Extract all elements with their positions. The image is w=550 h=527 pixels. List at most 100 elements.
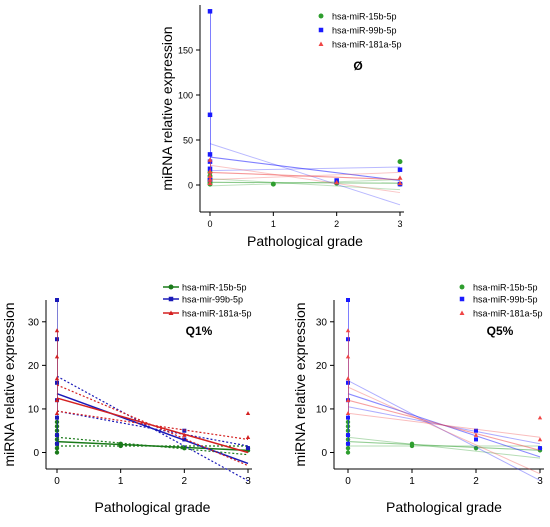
data-point <box>537 437 543 442</box>
panel-label: Ø <box>353 59 362 73</box>
legend-marker <box>318 41 324 46</box>
regression-line <box>347 399 541 451</box>
data-point <box>54 445 60 451</box>
data-point <box>118 443 123 449</box>
y-tick-label: 30 <box>28 317 40 328</box>
data-point <box>54 376 60 381</box>
data-point <box>207 166 213 172</box>
legend-marker <box>168 310 174 315</box>
data-point <box>345 376 351 381</box>
confidence-band-line <box>347 436 541 459</box>
panel-3: 0 10 20 30 0 1 2 3 Pathological grade miRNA relat… <box>292 283 544 515</box>
data-point <box>270 181 276 187</box>
x-tick-label: 1 <box>118 476 124 487</box>
data-point <box>54 398 60 402</box>
data-point <box>345 398 351 402</box>
legend-label: hsa-miR-99b-5p <box>332 26 397 36</box>
y-tick-label: 20 <box>316 361 328 372</box>
regression-line <box>209 171 401 181</box>
data-point <box>182 445 187 451</box>
data-point <box>345 445 351 451</box>
data-point <box>346 415 350 420</box>
legend-marker <box>318 27 324 33</box>
data-point <box>334 179 340 185</box>
x-tick-label: 1 <box>271 219 276 229</box>
x-tick-label: 3 <box>245 476 251 487</box>
data-point <box>207 157 213 162</box>
regression-line <box>56 440 249 452</box>
y-tick-label: 0 <box>33 448 39 459</box>
data-point <box>345 437 351 442</box>
x-tick-label: 2 <box>182 476 188 487</box>
data-point <box>345 354 351 359</box>
data-point <box>55 380 59 385</box>
x-tick-label: 3 <box>537 476 543 487</box>
panel-label: Q5% <box>487 324 514 338</box>
legend-label: hsa-miR-15b-5p <box>332 12 397 22</box>
y-tick-label: 150 <box>178 46 193 56</box>
data-point <box>397 175 403 180</box>
y-tick-label: 0 <box>321 448 327 459</box>
data-point <box>345 328 351 333</box>
data-point <box>54 428 60 433</box>
data-point <box>397 159 403 165</box>
data-point <box>54 437 60 442</box>
y-tick-label: 50 <box>183 136 193 146</box>
legend-marker <box>459 296 465 302</box>
data-point <box>346 433 350 438</box>
data-point <box>409 443 415 449</box>
data-point <box>54 419 60 425</box>
regression-line <box>209 181 401 184</box>
legend-label: hsa-miR-15b-5p <box>182 283 247 293</box>
panel-2: 0 10 20 30 0 1 2 3 Pathological grade miRNA relat… <box>1 283 252 515</box>
y-axis-label: miRNA relative expression <box>292 302 308 466</box>
data-point <box>345 411 351 416</box>
legend-label: hsa-miR-181a-5p <box>182 309 252 319</box>
legend-label: hsa-mir-99b-5p <box>182 295 243 305</box>
y-axis-label: miRNA relative expression <box>159 26 175 190</box>
data-point <box>345 424 351 429</box>
x-tick-label: 2 <box>334 219 339 229</box>
confidence-band-line <box>56 384 249 467</box>
data-point <box>207 177 213 182</box>
confidence-band-line <box>347 380 541 481</box>
regression-line <box>56 397 249 454</box>
data-point <box>245 435 251 440</box>
series-2 <box>55 298 250 482</box>
legend-label: hsa-miR-15b-5p <box>473 283 538 293</box>
y-tick-label: 10 <box>28 404 40 415</box>
data-point <box>345 428 351 433</box>
data-point <box>473 432 479 437</box>
x-tick-label: 0 <box>345 476 351 487</box>
legend-label: hsa-miR-181a-5p <box>473 309 543 319</box>
confidence-band-line <box>347 386 541 475</box>
legend-marker <box>168 284 174 290</box>
data-point <box>538 446 542 451</box>
data-point <box>207 180 213 186</box>
series-3 <box>345 328 543 475</box>
x-tick-label: 0 <box>54 476 60 487</box>
series-3 <box>54 328 251 467</box>
x-tick-label: 2 <box>473 476 479 487</box>
data-point <box>397 167 403 172</box>
data-point <box>54 411 60 416</box>
data-point <box>55 433 59 438</box>
data-point <box>54 328 60 333</box>
data-point <box>346 441 350 446</box>
data-point <box>55 298 59 302</box>
confidence-band-line <box>209 164 401 194</box>
data-point <box>54 450 60 455</box>
y-axis-label: miRNA relative expression <box>1 302 17 466</box>
x-axis-label: Pathological grade <box>247 233 363 249</box>
confidence-band-line <box>209 178 401 191</box>
data-point <box>207 112 213 118</box>
data-point <box>55 415 59 420</box>
y-tick-label: 10 <box>316 404 328 415</box>
regression-line <box>347 441 541 451</box>
data-point <box>474 428 478 433</box>
data-point <box>346 380 350 385</box>
data-point <box>397 180 403 186</box>
x-tick-label: 3 <box>397 219 402 229</box>
data-point <box>55 441 59 446</box>
